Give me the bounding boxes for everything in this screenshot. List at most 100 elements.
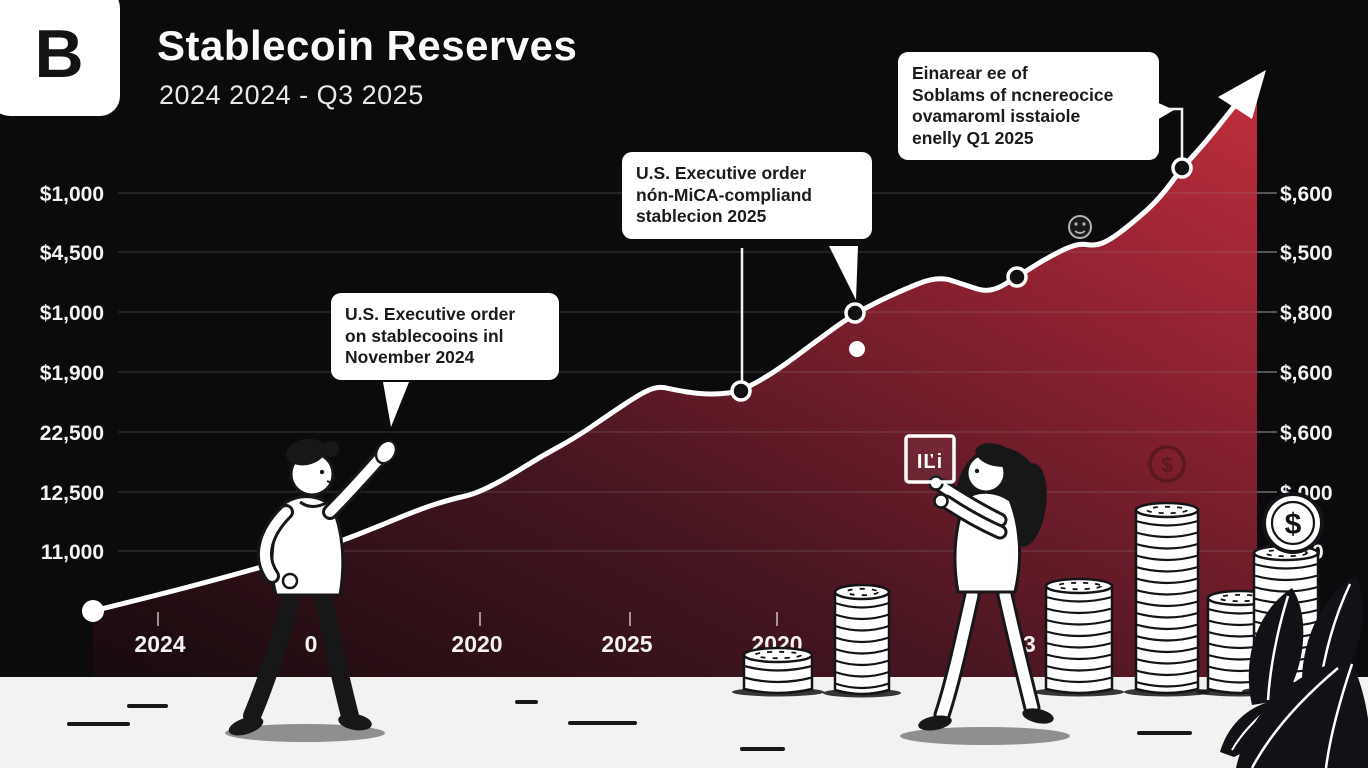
callout-mica-2025: U.S. Executive order nón-MiCA-compliand …	[622, 152, 872, 239]
callout-line: November 2024	[345, 347, 475, 367]
coin-edge	[1135, 542, 1199, 550]
man-shadow	[225, 724, 385, 742]
y-axis-label-right: $,600	[1280, 183, 1333, 206]
line-markers	[82, 157, 1193, 622]
tiny-coin-face-icon	[1068, 215, 1092, 239]
line-marker	[1006, 266, 1028, 288]
tablet-icon: IĽi	[904, 434, 956, 484]
coin-edge	[1045, 630, 1113, 638]
y-axis-label-left: $1,900	[40, 362, 104, 385]
line-marker	[730, 380, 752, 402]
coin-edge	[1045, 607, 1113, 615]
callout-executive-order-2024: U.S. Executive order on stablecooins inl…	[331, 293, 559, 380]
y-axis-label-right: $,500	[1280, 242, 1333, 265]
brand-logo: B	[0, 0, 120, 116]
callout-line: nón-MiCA-compliand	[636, 184, 812, 205]
gridlines	[118, 192, 1277, 552]
x-axis-label: 2020	[451, 631, 502, 657]
coin-stack-top-mark	[754, 650, 802, 660]
coin-stack-top-mark	[845, 587, 879, 597]
y-axis-label-left: 11,000	[41, 541, 104, 564]
coin-edge	[834, 659, 890, 667]
coin-edge	[1045, 664, 1113, 672]
floor-dashes	[67, 700, 1192, 751]
coin-stack-top-mark	[1056, 581, 1102, 591]
coin-stack-top	[1134, 501, 1200, 519]
coin-edge	[1045, 595, 1113, 603]
coin-edge	[1135, 611, 1199, 619]
coin-stack-body	[1134, 508, 1200, 695]
woman-shadow	[900, 727, 1070, 745]
coin-edge	[1253, 574, 1319, 582]
floating-dot	[849, 341, 865, 357]
y-axis-label-left: $1,000	[40, 302, 104, 325]
coin-stack	[1124, 501, 1210, 697]
line-marker	[844, 302, 866, 324]
coin-edge	[1135, 669, 1199, 677]
man-illustration	[225, 438, 398, 742]
coin-stack-body	[742, 653, 814, 695]
coin-edge	[834, 624, 890, 632]
y-axis-label-left: 12,500	[40, 482, 104, 505]
coin-edge	[1135, 680, 1199, 688]
coin-edge	[1135, 623, 1199, 631]
coin-stack-top	[833, 583, 891, 601]
line-marker	[1171, 157, 1193, 179]
brand-logo-letter: B	[34, 16, 84, 92]
y-axis-label-right: $,600	[1280, 362, 1333, 385]
callout-line: Soblams of ncnereocice	[912, 84, 1114, 105]
coin-stack-top	[1044, 577, 1114, 595]
coin-stack	[823, 583, 901, 698]
coin-edge	[1135, 519, 1199, 527]
x-axis-label: 0	[305, 631, 318, 657]
callout-line: U.S. Executive order	[636, 163, 807, 183]
coin-edge	[1135, 646, 1199, 654]
coin-edge	[1253, 562, 1319, 570]
coin-edge	[834, 647, 890, 655]
coin-edge	[1135, 634, 1199, 642]
coin-edge	[834, 682, 890, 690]
coin-edge	[1135, 577, 1199, 585]
maroon-dollar-coin-icon: $	[1148, 445, 1186, 483]
y-axis-label-right: $,600	[1280, 422, 1333, 445]
page-subtitle: 2024 2024 - Q3 2025	[159, 80, 424, 110]
page-title: Stablecoin Reserves	[157, 22, 578, 69]
coin-edge	[1045, 676, 1113, 684]
coin-edge	[743, 664, 813, 672]
coin-stack	[1034, 577, 1124, 697]
coin-edge	[1135, 657, 1199, 665]
tablet-glyph: IĽi	[917, 451, 943, 473]
coin-edge	[1135, 565, 1199, 573]
x-axis-label: 2024	[134, 631, 185, 657]
maroon-coin-dollar-glyph: $	[1161, 454, 1173, 477]
callout-line: stablecion 2025	[636, 206, 767, 226]
callout-line: on stablecooins inl	[345, 325, 504, 346]
coin-stack	[732, 646, 824, 697]
arrow-up-icon	[1218, 70, 1266, 119]
y-axis-label-left: $4,500	[40, 242, 104, 265]
coin-stack-top-mark	[1146, 505, 1188, 515]
coin-edge	[834, 670, 890, 678]
callout-line: enelly Q1 2025	[912, 127, 1034, 148]
coin-edge	[1045, 641, 1113, 649]
coin-edge	[743, 676, 813, 684]
coin-edge	[1045, 618, 1113, 626]
coin-edge	[1045, 653, 1113, 661]
y-axis-label-left: 22,500	[40, 422, 104, 445]
x-axis-label: 2025	[601, 631, 652, 657]
coin-edge	[834, 601, 890, 609]
coin-edge	[1135, 588, 1199, 596]
coin-edge	[1135, 554, 1199, 562]
coin-edge	[834, 613, 890, 621]
y-axis-label-left: $1,000	[40, 183, 104, 206]
line-start-dot	[82, 600, 104, 622]
coin-edge	[1135, 531, 1199, 539]
callout-q1-2025: Einarear ee of Soblams of ncnereocice ov…	[898, 52, 1159, 160]
coin-edge	[1253, 585, 1319, 593]
coin-edge	[1135, 600, 1199, 608]
plant-illustration	[1220, 576, 1368, 768]
y-axis-label-right: $,800	[1280, 302, 1333, 325]
big-coin-dollar-glyph: $	[1285, 508, 1302, 541]
